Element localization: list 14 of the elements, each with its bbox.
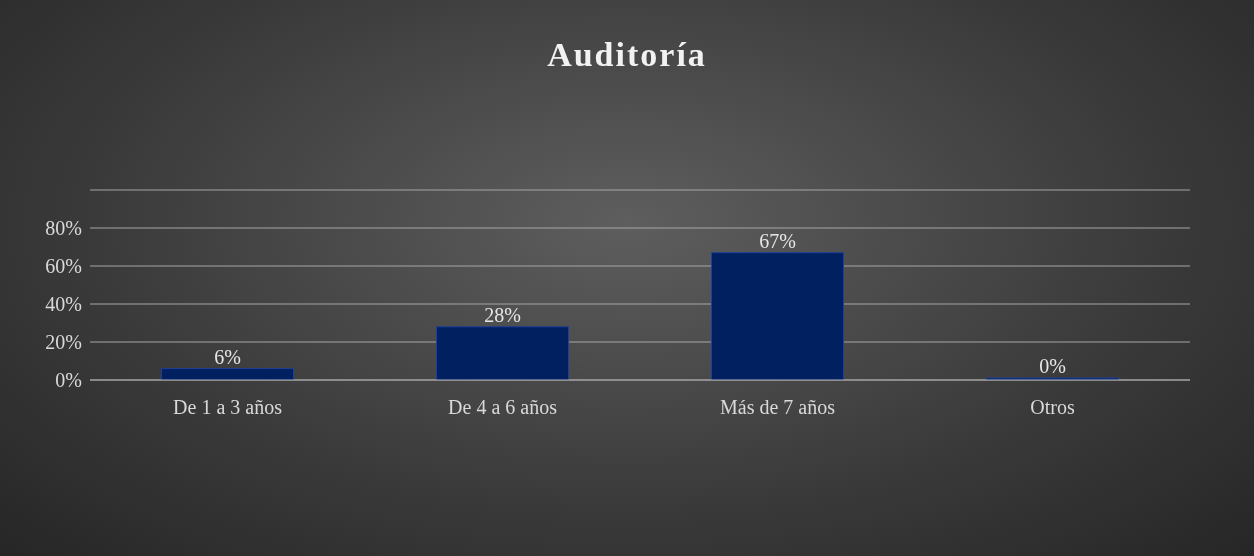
x-tick-label: De 1 a 3 años <box>173 396 283 419</box>
y-tick-label: 80% <box>45 217 82 240</box>
chart-title: Auditoría <box>546 36 708 74</box>
y-tick-label: 60% <box>45 255 82 278</box>
y-tick-label: 0% <box>55 369 82 392</box>
y-tick-label: 20% <box>45 331 82 354</box>
x-tick-label: Otros <box>1030 396 1075 419</box>
data-label: 6% <box>214 345 241 368</box>
data-label: 28% <box>484 303 521 326</box>
data-label: 0% <box>1039 355 1066 377</box>
x-tick-label: De 4 a 6 años <box>448 396 558 419</box>
data-label: 67% <box>759 229 796 252</box>
y-tick-label: 40% <box>45 293 82 316</box>
x-tick-label: Más de 7 años <box>720 396 836 419</box>
